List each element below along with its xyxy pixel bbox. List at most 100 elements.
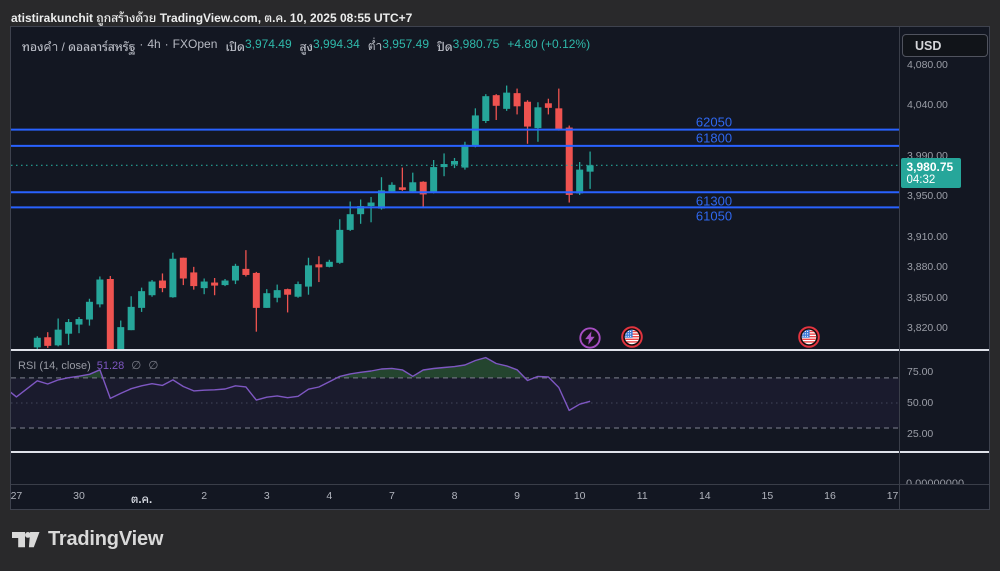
candle [555, 88, 563, 131]
candle [451, 157, 458, 169]
pane-separator[interactable] [11, 349, 989, 351]
chart-widget: 62050 61800 61300 61050 ทองคำ / ดอลลาร์สหรั… [10, 26, 990, 510]
time-tick-label: 3 [263, 490, 270, 502]
time-axis-border [11, 484, 989, 485]
time-tick-label: 8 [451, 490, 458, 502]
us-flag-marker-icon[interactable] [797, 325, 821, 349]
price-axis-label: 3,910.00 [907, 230, 948, 243]
empty-pane[interactable] [11, 453, 899, 484]
time-tick-label: 27 [10, 490, 23, 502]
rsi-title: RSI (14, close) [18, 360, 91, 372]
candle [190, 266, 198, 290]
rsi-pane[interactable]: RSI (14, close) 51.28 ∅ ∅ [11, 351, 899, 451]
candle [106, 275, 114, 349]
price-axis[interactable]: 3,980.75 04:32 4,080.00 4,040.00 3,990.00 3… [899, 27, 989, 509]
price-axis-label: 4,080.00 [907, 58, 948, 71]
candle [85, 298, 93, 326]
candle [284, 288, 292, 313]
candle [565, 125, 573, 203]
candle [325, 259, 333, 268]
rsi-plot [11, 356, 899, 429]
rsi-line [11, 356, 591, 412]
lightning-marker-icon[interactable] [578, 326, 602, 350]
candle [158, 273, 166, 293]
candlestick-plot [11, 85, 899, 349]
open-value: 3,974.49 [244, 37, 292, 51]
low-value: 3,957.49 [382, 37, 429, 51]
candle [586, 151, 594, 189]
exchange: FXOpen [172, 37, 218, 51]
candle [44, 332, 52, 348]
rsi-axis-label: 75.00 [907, 365, 934, 378]
candle [492, 94, 500, 120]
candle [231, 263, 239, 285]
time-tick-label: 17 [886, 490, 899, 502]
rsi-more-icon[interactable]: ∅ [148, 360, 159, 372]
candle [377, 177, 385, 210]
candle [242, 250, 250, 277]
candle [117, 320, 125, 349]
tradingview-logo-text: TradingView [48, 528, 164, 550]
empty-pane-axis-label: 0.00000000 [906, 478, 965, 484]
candle [65, 319, 73, 345]
candle [221, 279, 229, 287]
candle [96, 276, 104, 308]
low-label: ต่ำ [367, 39, 383, 53]
candle [33, 336, 41, 349]
level-label[interactable]: 61050 [695, 208, 733, 224]
candle [346, 201, 354, 231]
change-value: +4.80 (+0.12%) [507, 37, 591, 51]
time-axis[interactable]: 27 30 ต.ค. 2 3 4 7 8 9 10 11 14 15 16 17 [11, 484, 989, 510]
time-tick-label: 10 [573, 490, 586, 502]
candle [252, 271, 260, 332]
time-tick-label: 16 [824, 490, 836, 502]
time-tick-label: 11 [636, 490, 648, 502]
candle [211, 277, 219, 296]
time-tick-label: 15 [761, 490, 774, 502]
close-label: ปิด [437, 40, 453, 54]
candle [75, 316, 83, 334]
candle [336, 219, 344, 264]
rsi-header[interactable]: RSI (14, close) 51.28 ∅ ∅ [18, 358, 158, 372]
candle [367, 196, 375, 223]
bottom-bar: TradingView [0, 510, 1000, 571]
us-flag-marker-icon[interactable] [620, 325, 644, 349]
currency-button[interactable]: USD [902, 34, 988, 57]
price-pane[interactable]: 62050 61800 61300 61050 ทองคำ / ดอลลาร์สหรั… [11, 27, 899, 349]
time-tick-label: 4 [326, 490, 333, 502]
time-tick-label: 9 [514, 490, 520, 502]
candle [304, 257, 312, 295]
candle [315, 256, 323, 283]
open-label: เปิด [225, 40, 245, 54]
candle [419, 181, 427, 209]
candle [148, 280, 156, 297]
top-bar: atistirakunchit ถูกสร้างด้วย TradingView… [0, 0, 1000, 26]
candle [138, 287, 146, 312]
close-value: 3,980.75 [452, 37, 500, 51]
candle [503, 85, 511, 111]
pane-separator[interactable] [11, 451, 989, 453]
candle [430, 159, 438, 194]
rsi-eye-icon[interactable]: ∅ [131, 360, 142, 372]
candle [471, 108, 479, 148]
time-tick-label: 2 [201, 490, 208, 502]
last-price: 3,980.75 [906, 159, 954, 174]
symbol-ohlc-header: ทองคำ / ดอลลาร์สหรัฐ · 4h · FXOpen เปิด3,974.… [22, 37, 591, 54]
empty-pane-axis-cell: 0.00000000 [899, 453, 991, 484]
candle [200, 278, 208, 295]
candle [169, 252, 177, 298]
candle [513, 88, 521, 115]
candle [54, 318, 62, 347]
candle [534, 102, 542, 142]
candle [576, 162, 584, 195]
bar-countdown: 04:32 [906, 174, 936, 186]
candle [263, 289, 271, 308]
rsi-axis-label: 25.00 [907, 428, 934, 441]
symbol-name: ทองคำ / ดอลลาร์สหรัฐ [22, 40, 136, 54]
level-label[interactable]: 62050 [695, 114, 733, 130]
last-price-badge: 3,980.75 04:32 [900, 158, 961, 188]
snapshot-title: atistirakunchit ถูกสร้างด้วย TradingView… [11, 10, 413, 25]
level-label[interactable]: 61300 [695, 193, 733, 209]
level-label[interactable]: 61800 [695, 130, 733, 146]
candle [179, 257, 187, 286]
